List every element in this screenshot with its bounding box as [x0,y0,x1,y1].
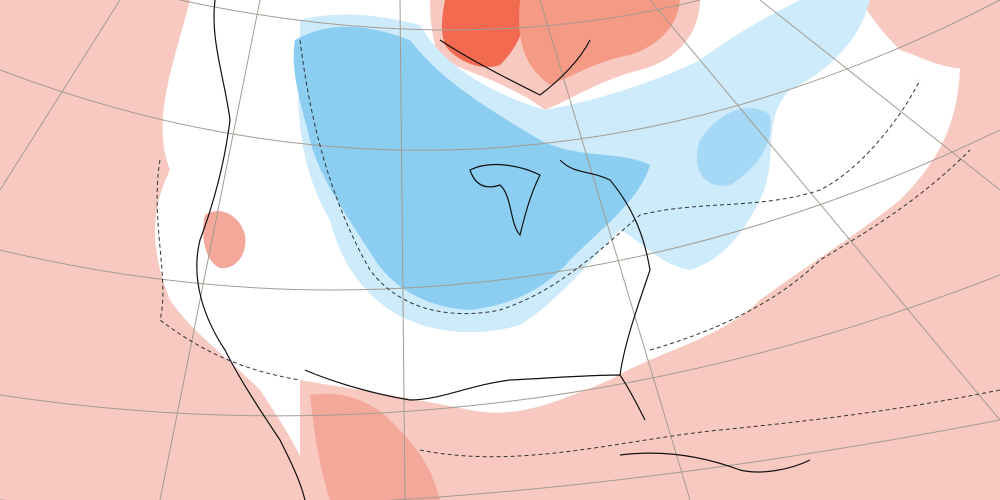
great-lakes [469,164,541,237]
cuba [619,452,811,473]
warm-anomaly-mexico [310,393,440,500]
longitude-line [649,0,1000,421]
longitude-line [539,0,691,500]
warm-anomaly-south [300,40,1000,500]
latitude-line [0,419,1000,500]
hudson-bay [439,39,591,96]
contour-line [419,389,1000,458]
coastlines [196,0,811,500]
contour-line [649,149,971,351]
cool-anomaly-atlantic [696,108,771,186]
warm-anomaly-west [0,0,320,500]
latitude-line [0,274,1000,417]
contours [156,39,1000,458]
longitude-line [159,0,261,500]
contour-line [299,39,921,315]
longitude-line [399,0,406,500]
contour-line [156,159,301,381]
coastline-gulf [304,369,646,421]
warm-anomaly-rockies [203,211,246,269]
latitude-line [0,129,1000,291]
cool-anomaly-medium [293,26,650,310]
coastline-east [559,159,651,376]
coastline-west [196,0,306,500]
longitude-line [0,0,121,191]
longitude-line [759,0,1000,191]
strong-warm-anomaly [441,0,524,68]
latitude-line [0,0,1000,151]
